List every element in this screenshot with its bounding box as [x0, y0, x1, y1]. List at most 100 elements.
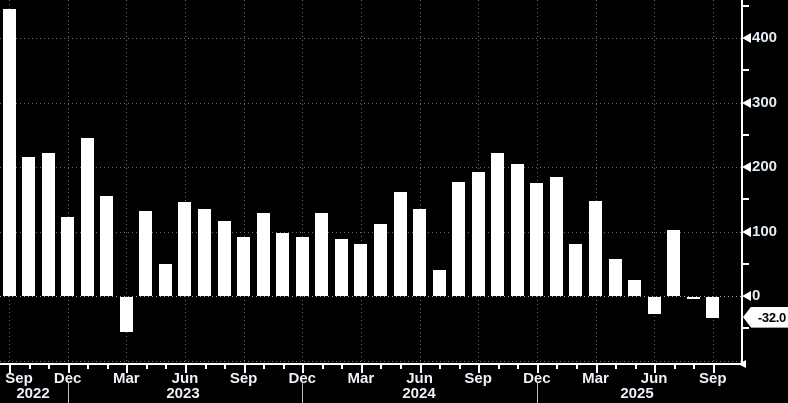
year-label-2022: 2022 — [16, 385, 50, 402]
x-tick-Sep-2024 — [478, 365, 480, 373]
gridline-h--100 — [0, 360, 741, 362]
gridline-v-Sep-2023 — [244, 0, 245, 364]
y-tick-minor-450 — [743, 4, 749, 7]
bar-Dec-2023 — [295, 237, 309, 296]
x-tick-label-Jun-2024: Jun — [406, 370, 433, 387]
x-tick-label-Jun-2023: Jun — [171, 370, 199, 387]
bar-Mar-2023 — [119, 297, 133, 333]
gridline-v-Dec-2024 — [537, 0, 538, 364]
x-tick-Sep-2025 — [713, 365, 715, 373]
y-tick-minor-150 — [743, 198, 749, 201]
bar-Jul-2025 — [667, 229, 681, 296]
x-tick-label-Sep-2025: Sep — [699, 370, 727, 387]
year-separator — [537, 381, 538, 403]
x-tick-Aug-2023 — [224, 365, 226, 369]
x-tick-May-2025 — [635, 365, 637, 369]
x-tick-Apr-2025 — [615, 365, 617, 369]
x-tick-Dec-2022 — [68, 365, 70, 373]
bar-Jun-2025 — [647, 297, 661, 315]
y-tick-label-100: 100 — [752, 222, 778, 240]
x-tick-May-2024 — [400, 365, 402, 369]
y-tick-arrow-icon-100 — [742, 226, 751, 237]
x-tick-label-Dec-2023: Dec — [288, 370, 317, 387]
y-tick-label-200: 200 — [752, 158, 778, 175]
x-tick-Jan-2025 — [556, 365, 558, 369]
y-tick-arrow-icon-200 — [742, 162, 751, 172]
year-label-2023: 2023 — [166, 385, 200, 402]
x-tick-Mar-2025 — [596, 365, 598, 373]
bar-Aug-2024 — [452, 181, 466, 296]
x-tick-Jun-2025 — [654, 365, 656, 373]
gridline-h-200 — [0, 167, 741, 168]
bar-Feb-2025 — [569, 243, 583, 296]
x-tick-label-Jun-2025: Jun — [640, 370, 668, 387]
x-tick-Jul-2023 — [205, 365, 207, 369]
year-label-2025: 2025 — [620, 385, 654, 402]
x-tick-Dec-2024 — [537, 365, 539, 373]
x-tick-May-2023 — [165, 365, 167, 369]
bar-Sep-2023 — [237, 237, 251, 296]
y-tick-arrow-icon-400 — [742, 33, 751, 43]
year-label-2024: 2024 — [402, 385, 436, 402]
x-tick-Jan-2023 — [87, 365, 89, 369]
gridline-v-Mar-2024 — [361, 0, 362, 364]
bar-May-2023 — [158, 263, 172, 296]
x-tick-Jun-2024 — [420, 365, 422, 373]
x-tick-Dec-2023 — [302, 365, 304, 373]
bar-Mar-2024 — [354, 244, 368, 296]
gridline-h-0 — [0, 296, 741, 297]
x-tick-Feb-2023 — [107, 365, 109, 369]
bar-Jun-2023 — [178, 201, 192, 296]
bar-May-2025 — [628, 279, 642, 296]
gridline-v-Mar-2025 — [596, 0, 597, 364]
bar-Oct-2023 — [256, 212, 270, 296]
bar-Apr-2025 — [608, 258, 622, 296]
y-tick-minor-50 — [743, 262, 749, 265]
x-tick-Nov-2022 — [48, 365, 50, 369]
x-tick-Mar-2023 — [126, 365, 128, 373]
bar-Sep-2024 — [471, 171, 485, 296]
x-tick-Sep-2022 — [9, 365, 11, 373]
y-tick-label-300: 300 — [752, 93, 778, 111]
gridline-v-Mar-2023 — [126, 0, 127, 364]
x-tick-Jul-2024 — [439, 365, 441, 369]
gridline-v-Dec-2023 — [302, 0, 303, 364]
x-tick-Jul-2025 — [674, 365, 676, 369]
bar-May-2024 — [393, 191, 407, 296]
bar-Dec-2022 — [61, 217, 75, 296]
year-separator — [68, 381, 69, 403]
gridline-v-Jun-2024 — [420, 0, 421, 364]
bar-Nov-2022 — [41, 153, 55, 296]
x-tick-Nov-2023 — [283, 365, 285, 369]
y-axis-line — [741, 0, 743, 365]
x-tick-label-Mar-2023: Mar — [112, 370, 140, 387]
x-tick-label-Mar-2025: Mar — [582, 370, 609, 387]
bar-Aug-2023 — [217, 220, 231, 296]
bar-Jan-2024 — [315, 212, 329, 296]
x-tick-label-Sep-2024: Sep — [464, 370, 492, 387]
bar-Jun-2024 — [413, 208, 427, 296]
axis-corner-arrow-icon — [738, 360, 746, 368]
x-axis-line — [0, 363, 743, 365]
x-tick-Aug-2025 — [693, 365, 695, 369]
bar-Jul-2024 — [432, 270, 446, 296]
gridline-v-Jun-2023 — [185, 0, 186, 364]
last-value-tag-text: -32.0 — [757, 309, 786, 325]
y-tick-arrow-icon-0 — [742, 291, 751, 301]
bar-Jan-2025 — [549, 176, 563, 296]
y-tick-minor-250 — [743, 133, 749, 136]
x-tick-Jun-2023 — [185, 365, 187, 373]
bar-Aug-2025 — [686, 297, 700, 299]
x-tick-Oct-2023 — [263, 365, 265, 369]
x-tick-Apr-2024 — [380, 365, 382, 369]
year-separator — [302, 381, 303, 403]
gridline-v-Sep-2025 — [713, 0, 714, 364]
bar-Dec-2024 — [530, 183, 544, 296]
y-tick-minor--50 — [743, 327, 749, 330]
x-tick-Nov-2024 — [517, 365, 519, 369]
x-tick-label-Dec-2024: Dec — [523, 370, 551, 387]
last-value-tag: -32.0 — [743, 306, 788, 328]
gridline-v-Dec-2022 — [68, 0, 69, 364]
bar-Jul-2023 — [198, 208, 211, 296]
